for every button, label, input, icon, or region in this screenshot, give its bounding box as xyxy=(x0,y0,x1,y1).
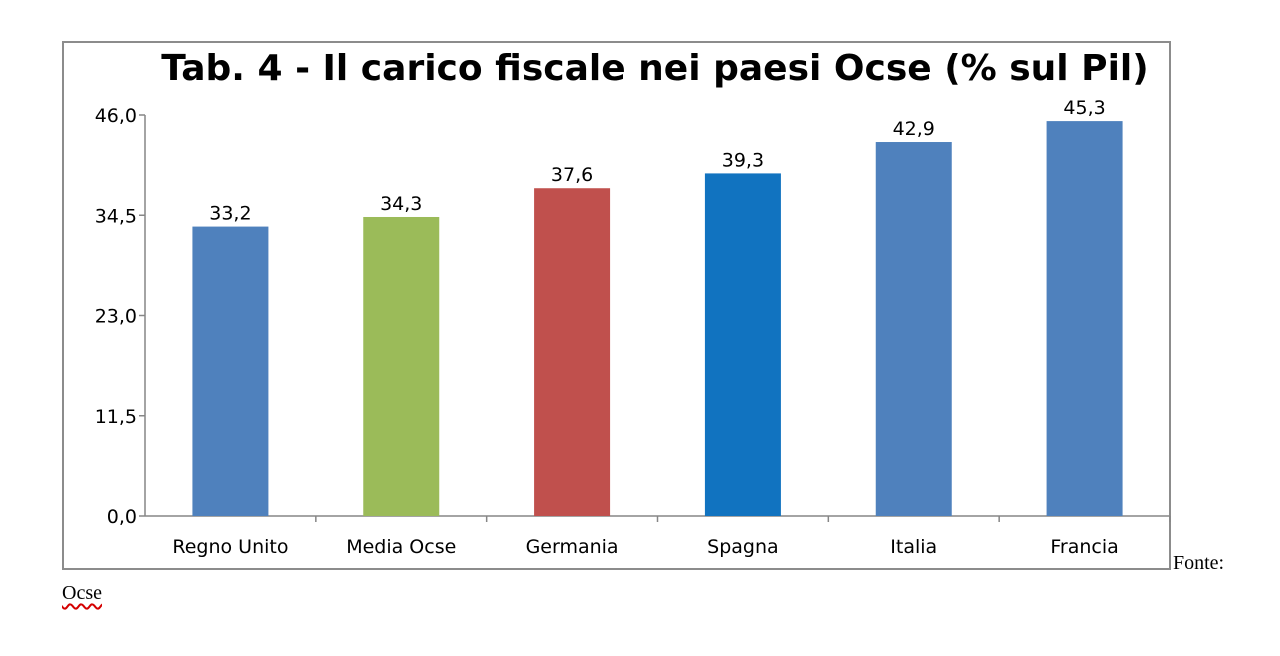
data-label: 39,3 xyxy=(722,149,764,171)
bar-regno-unito xyxy=(192,226,269,516)
source-name: Ocse xyxy=(62,582,102,604)
y-tick-label: 23,0 xyxy=(95,306,137,328)
category-label: Spagna xyxy=(707,536,779,558)
y-axis: 0,0 11,5 23,0 34,5 46,0 xyxy=(95,105,146,528)
data-label: 45,3 xyxy=(1063,97,1105,119)
y-tick-label: 11,5 xyxy=(95,406,137,428)
data-label: 33,2 xyxy=(209,203,251,225)
chart-title: Tab. 4 - Il carico fiscale nei paesi Ocs… xyxy=(161,48,1148,89)
category-label: Germania xyxy=(526,536,619,558)
bar-spagna xyxy=(704,173,781,516)
data-labels-group: 33,2 34,3 37,6 39,3 42,9 45,3 xyxy=(209,97,1105,224)
category-label: Francia xyxy=(1050,536,1118,558)
x-axis xyxy=(145,515,1171,522)
bar-francia xyxy=(1046,121,1123,516)
category-label: Regno Unito xyxy=(172,536,288,558)
y-tick-label: 0,0 xyxy=(107,506,137,528)
y-tick-label: 34,5 xyxy=(95,205,137,227)
category-label: Italia xyxy=(890,536,937,558)
data-label: 37,6 xyxy=(551,164,593,186)
category-labels-group: Regno Unito Media Ocse Germania Spagna Itali… xyxy=(172,536,1118,558)
source-prefix: Fonte: xyxy=(1173,552,1225,574)
y-tick-label: 46,0 xyxy=(95,105,137,127)
bar-germania xyxy=(534,188,611,517)
data-label: 34,3 xyxy=(380,193,422,215)
bar-media-ocse xyxy=(363,216,440,517)
bar-italia xyxy=(875,142,952,516)
data-label: 42,9 xyxy=(893,118,935,140)
category-label: Media Ocse xyxy=(346,536,456,558)
bars-group xyxy=(192,121,1123,517)
